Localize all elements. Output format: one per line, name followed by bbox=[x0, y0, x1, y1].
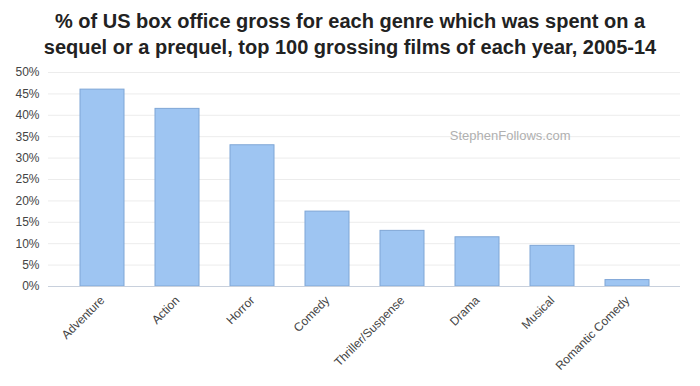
svg-text:25%: 25% bbox=[15, 172, 39, 186]
svg-text:Drama: Drama bbox=[447, 293, 483, 329]
svg-text:40%: 40% bbox=[15, 108, 39, 122]
svg-text:5%: 5% bbox=[22, 258, 40, 272]
svg-text:10%: 10% bbox=[15, 237, 39, 251]
svg-text:30%: 30% bbox=[15, 151, 39, 165]
svg-text:35%: 35% bbox=[15, 130, 39, 144]
svg-text:45%: 45% bbox=[15, 87, 39, 101]
svg-text:Adventure: Adventure bbox=[59, 293, 108, 342]
svg-text:50%: 50% bbox=[15, 65, 39, 79]
svg-text:Thriller/Suspense: Thriller/Suspense bbox=[331, 293, 407, 369]
html-text:% of US box office gross for e: % of US box office gross for each genre … bbox=[43, 10, 657, 58]
svg-text:20%: 20% bbox=[15, 194, 39, 208]
svg-text:15%: 15% bbox=[15, 215, 39, 229]
svg-text:Action: Action bbox=[149, 293, 182, 326]
svg-text:StephenFollows.com: StephenFollows.com bbox=[450, 128, 571, 143]
svg-text:0%: 0% bbox=[22, 279, 40, 293]
svg-text:Comedy: Comedy bbox=[291, 293, 332, 334]
svg-text:Musical: Musical bbox=[519, 293, 558, 332]
svg-text:Horror: Horror bbox=[223, 293, 257, 327]
svg-text:Romantic Comedy: Romantic Comedy bbox=[553, 293, 633, 373]
